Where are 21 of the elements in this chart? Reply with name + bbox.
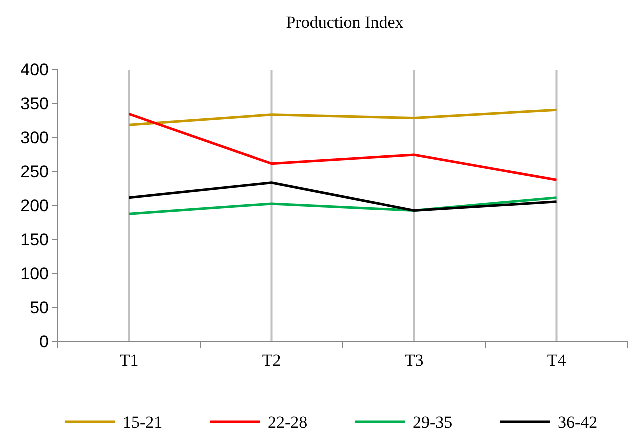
legend-label: 29-35: [413, 413, 453, 432]
y-tick-label: 100: [20, 264, 49, 284]
y-tick-label: 250: [20, 162, 49, 182]
y-tick-label: 150: [20, 230, 49, 250]
y-tick-label: 200: [20, 196, 49, 216]
legend-label: 36-42: [558, 413, 598, 432]
chart-title: Production Index: [286, 13, 404, 32]
legend-label: 15-21: [123, 413, 163, 432]
line-series: [128, 108, 558, 126]
legend-label: 22-28: [268, 413, 308, 432]
y-tick-label: 50: [30, 298, 49, 318]
x-tick-label: T4: [547, 351, 567, 370]
y-tick-label: 0: [40, 332, 49, 352]
x-tick-label: T1: [120, 351, 139, 370]
line-series: [128, 112, 558, 182]
y-tick-label: 300: [20, 128, 49, 148]
y-tick-label: 350: [20, 94, 49, 114]
line-series: [128, 182, 558, 212]
x-tick-label: T2: [262, 351, 282, 370]
y-tick-label: 400: [20, 60, 49, 80]
x-tick-label: T3: [404, 351, 424, 370]
